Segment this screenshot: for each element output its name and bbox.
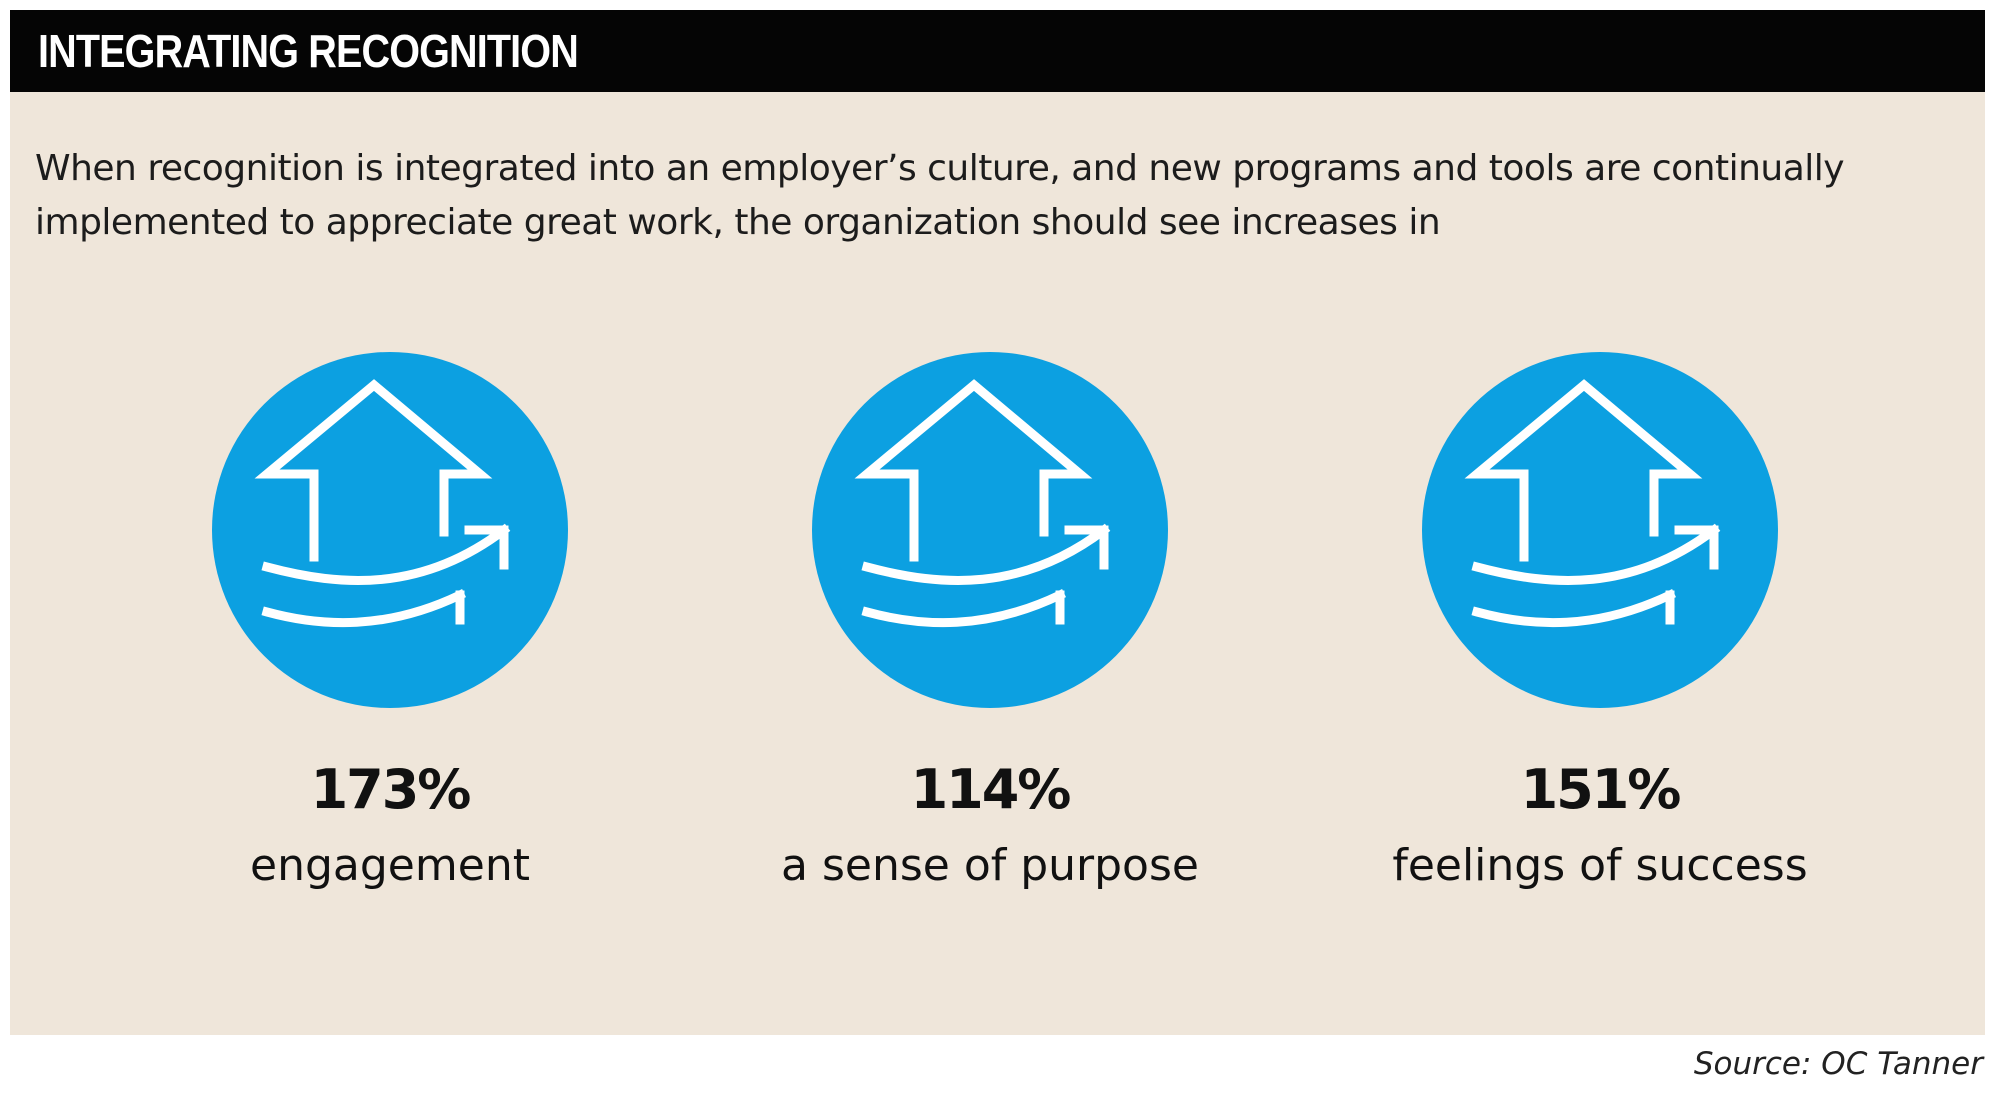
stat-label: feelings of success: [1392, 840, 1808, 891]
stat-value: 114%: [910, 758, 1072, 821]
source-credit: Source: OC Tanner: [1693, 1046, 1983, 1082]
house-growth-graphic: [254, 379, 511, 628]
house-growth-icon: [212, 352, 568, 708]
stat-card-success: 151% feelings of success: [1320, 352, 1880, 894]
house-growth-graphic: [854, 379, 1111, 628]
house-growth-icon: [1422, 352, 1778, 708]
intro-text: When recognition is integrated into an e…: [35, 148, 1845, 243]
header-bar: INTEGRATING RECOGNITION: [10, 10, 1985, 92]
content-panel: When recognition is integrated into an e…: [10, 92, 1985, 1035]
house-growth-icon: [812, 352, 1168, 708]
stat-value: 151%: [1520, 758, 1682, 821]
stat-card-engagement: 173% engagement: [110, 352, 670, 894]
stat-label: engagement: [250, 840, 530, 891]
stat-card-purpose: 114% a sense of purpose: [710, 352, 1270, 894]
page-title: INTEGRATING RECOGNITION: [38, 25, 579, 77]
house-growth-graphic: [1464, 379, 1721, 628]
stat-value: 173%: [310, 758, 472, 821]
stat-label: a sense of purpose: [781, 840, 1199, 891]
